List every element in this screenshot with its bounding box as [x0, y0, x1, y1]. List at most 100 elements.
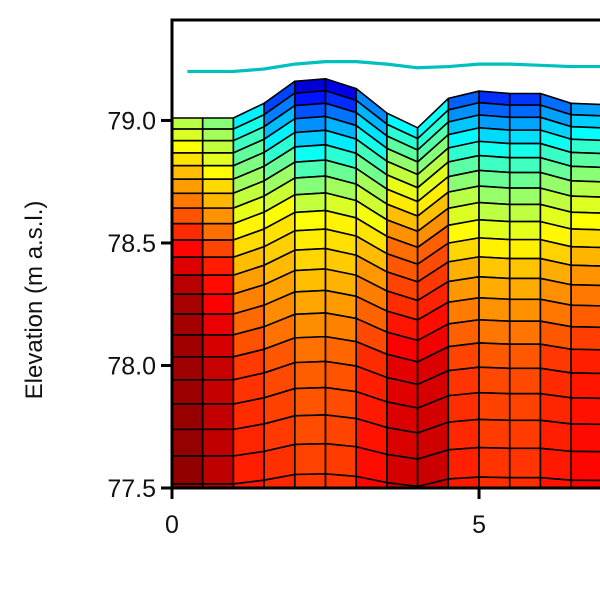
mesh-cell	[418, 509, 449, 545]
mesh-cell	[478, 276, 511, 301]
mesh-cell	[294, 175, 327, 196]
mesh-cell	[478, 201, 511, 223]
mesh-cell	[172, 178, 204, 195]
mesh-cell	[172, 239, 204, 259]
mesh-cell	[570, 397, 600, 426]
mesh-cell	[447, 446, 480, 480]
mesh-cell	[172, 139, 204, 154]
y-tick-label: 79.0	[107, 107, 156, 135]
mesh-cell	[508, 187, 542, 206]
mesh-cell	[570, 423, 600, 453]
mesh-cell	[203, 544, 234, 576]
mesh-cell	[510, 575, 541, 600]
mesh-cell	[172, 192, 204, 209]
mesh-cell	[294, 414, 327, 446]
mesh-cell	[540, 575, 571, 600]
mesh-cell	[201, 164, 235, 180]
mesh-cell	[172, 222, 204, 241]
mesh-cell	[570, 151, 600, 169]
mesh-cell	[479, 541, 510, 575]
mesh-cell	[201, 256, 235, 277]
mesh-cell	[570, 304, 600, 329]
mesh-cell	[294, 360, 327, 390]
mesh-cell	[356, 540, 387, 576]
mesh-cell	[508, 277, 542, 301]
mesh-cell	[416, 478, 450, 488]
mesh-cell	[324, 360, 358, 393]
mesh-cell	[478, 366, 511, 395]
mesh-cell	[326, 506, 357, 541]
mesh-cell	[172, 293, 204, 315]
mesh-cell	[570, 228, 600, 249]
mesh-cell	[570, 102, 600, 117]
mesh-cell	[570, 325, 600, 351]
mesh-cell	[540, 508, 571, 542]
mesh-cell	[294, 289, 327, 316]
y-tick-label: 78.0	[107, 352, 156, 380]
mesh-cell	[232, 423, 265, 457]
mesh-cell	[448, 575, 479, 600]
axes: 79.0 78.5 78.0 77.5 0 5	[107, 18, 600, 539]
mesh-cell	[326, 539, 357, 575]
mesh-cell	[570, 372, 600, 400]
mesh-cell	[508, 257, 542, 280]
mesh-cell	[233, 510, 264, 544]
mesh-cell	[356, 574, 387, 600]
mesh-cell	[570, 211, 600, 231]
mesh-cell	[294, 247, 327, 272]
mesh-cell	[201, 178, 235, 195]
mesh-cell	[172, 207, 204, 225]
mesh-cell	[508, 367, 542, 395]
mesh-cell	[508, 238, 542, 260]
mesh-cell	[201, 293, 235, 315]
mesh-cell	[570, 125, 600, 142]
mesh-cell	[508, 392, 542, 422]
mesh-cell	[508, 476, 542, 488]
mesh-cell	[570, 245, 600, 267]
mesh-cell	[570, 165, 600, 183]
mesh-cell	[508, 116, 542, 131]
mesh-cell	[172, 577, 203, 600]
mesh-cell	[295, 539, 326, 574]
mesh-cell	[386, 453, 419, 488]
mesh-cell	[478, 169, 511, 189]
mesh-cell	[172, 152, 204, 167]
mesh-cell	[295, 506, 326, 540]
mesh-cell	[232, 450, 265, 485]
mesh-cell	[201, 313, 235, 336]
y-tick-label: 77.5	[107, 475, 156, 503]
mesh-cell	[295, 574, 326, 600]
mesh-cell	[172, 313, 204, 336]
mesh-cell	[172, 428, 204, 457]
mesh-cell	[172, 334, 204, 358]
mesh-cell	[508, 104, 542, 119]
mesh-cell	[418, 575, 449, 600]
mesh-cell	[294, 192, 327, 214]
mesh-cell	[324, 414, 358, 448]
mesh-cell	[201, 192, 235, 209]
mesh-cell	[570, 113, 600, 129]
mesh-cell	[508, 171, 542, 189]
mesh-cell	[539, 419, 572, 453]
mesh-cell	[201, 455, 235, 485]
mesh-cell	[478, 391, 511, 422]
mesh-cell	[570, 180, 600, 198]
mesh-cell	[201, 152, 235, 167]
mesh-cell	[387, 512, 418, 545]
mesh-cell	[570, 283, 600, 307]
mesh-cell	[508, 156, 542, 174]
mesh-cell	[172, 274, 204, 295]
mesh-cell	[326, 574, 357, 600]
mesh-cell	[570, 479, 600, 488]
mesh-cell	[294, 442, 327, 476]
y-tick-label: 78.5	[107, 230, 156, 258]
mesh-cell	[233, 542, 264, 576]
mesh-cell	[263, 473, 296, 488]
mesh-cell	[539, 476, 572, 488]
mesh-cell	[539, 367, 572, 399]
mesh-cell	[201, 274, 235, 295]
mesh-cell	[201, 379, 235, 405]
mesh-cell	[324, 386, 358, 420]
mesh-cell	[447, 319, 480, 348]
